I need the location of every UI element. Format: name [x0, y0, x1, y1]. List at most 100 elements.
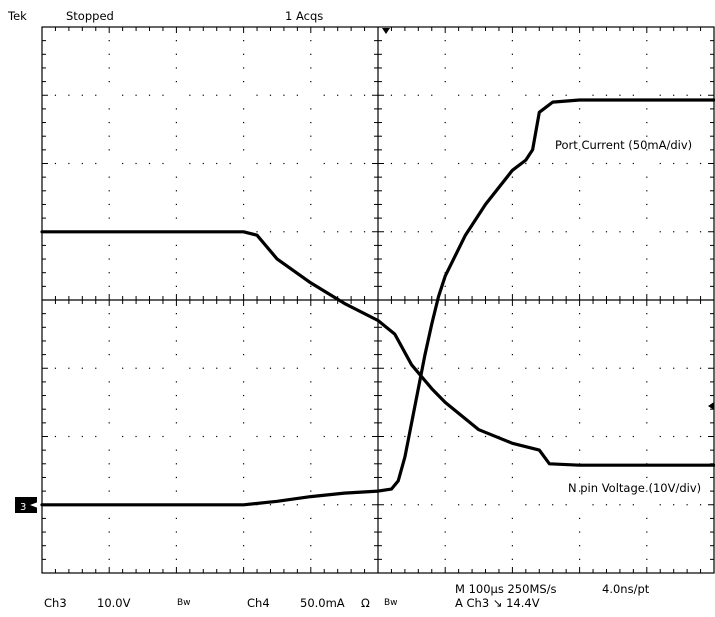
grid-dot	[108, 190, 110, 192]
grid-dot	[579, 340, 581, 342]
ch4-scale: 50.0mA	[300, 596, 345, 610]
grid-dot	[283, 367, 285, 369]
grid-dot	[95, 94, 97, 96]
grid-dot	[579, 53, 581, 55]
grid-dot	[189, 162, 191, 165]
grid-dot	[243, 149, 245, 151]
grid-dot	[525, 367, 527, 369]
grid-dot	[162, 162, 164, 165]
grid-dot	[511, 326, 513, 328]
grid-dot	[108, 326, 110, 328]
grid-dot	[579, 545, 581, 547]
grid-dot	[444, 490, 446, 492]
grid-dot	[619, 367, 621, 369]
grid-dot	[646, 381, 648, 383]
grid-dot	[243, 53, 245, 55]
trigger-setting: A Ch3 ↘ 14.4V	[455, 596, 540, 610]
grid-dot	[175, 313, 177, 315]
grid-dot	[54, 94, 57, 96]
grid-dot	[108, 121, 110, 124]
grid-dot	[310, 108, 312, 110]
grid-dot	[310, 531, 312, 533]
grid-dot	[108, 244, 110, 246]
grid-dot	[511, 354, 513, 356]
grid-dot	[431, 435, 433, 438]
grid-dot	[646, 354, 648, 356]
grid-dot	[444, 422, 446, 424]
grid-dot	[579, 313, 581, 315]
grid-dot	[68, 367, 70, 369]
grid-dot	[404, 162, 406, 165]
grid-dot	[659, 94, 661, 96]
grid-dot	[108, 285, 110, 287]
grid-dot	[498, 367, 500, 369]
grid-dot	[579, 354, 581, 356]
grid-dot	[390, 435, 393, 438]
grid-dot	[444, 217, 446, 219]
grid-dot	[646, 313, 648, 315]
grid-dot	[202, 367, 204, 369]
grid-dot	[269, 504, 272, 506]
grid-dot	[243, 463, 245, 465]
grid-dot	[350, 162, 352, 165]
grid-dot	[511, 408, 513, 410]
grid-dot	[525, 231, 527, 233]
grid-dot	[444, 135, 446, 137]
grid-dot	[565, 504, 567, 506]
grid-dot	[350, 94, 352, 96]
grid-dot	[243, 272, 245, 274]
grid-dot	[81, 435, 83, 438]
grid-dot	[444, 67, 446, 69]
grid-dot	[108, 558, 110, 560]
grid-dot	[175, 340, 177, 342]
grid-dot	[310, 53, 312, 55]
grid-dot	[390, 504, 393, 506]
grid-dot	[175, 394, 177, 397]
grid-dot	[511, 394, 513, 397]
grid-dot	[552, 231, 554, 233]
grid-dot	[646, 272, 648, 274]
grid-dot	[162, 367, 164, 369]
grid-dot	[511, 558, 513, 560]
grid-dot	[363, 94, 366, 96]
grid-dot	[699, 367, 702, 369]
grid-dot	[458, 94, 460, 96]
grid-dot	[175, 121, 177, 124]
grid-dot	[243, 81, 245, 83]
grid-dot	[592, 435, 594, 438]
grid-dot	[471, 94, 473, 96]
grid-dot	[431, 367, 433, 369]
grid-dot	[417, 231, 419, 233]
grid-dot	[686, 231, 688, 233]
grid-dot	[162, 435, 164, 438]
grid-dot	[108, 135, 110, 137]
grid-dot	[269, 94, 272, 96]
grid-dot	[646, 81, 648, 83]
grid-dot	[592, 367, 594, 369]
acquisition-count: 1 Acqs	[285, 9, 323, 23]
grid-dot	[632, 504, 634, 506]
grid-dot	[310, 408, 312, 410]
grid-dot	[686, 435, 688, 438]
grid-dot	[189, 435, 191, 438]
grid-dot	[579, 381, 581, 383]
grid-dot	[310, 149, 312, 151]
grid-dot	[646, 40, 648, 42]
grid-dot	[175, 558, 177, 560]
grid-dot	[579, 149, 581, 151]
grid-dot	[579, 558, 581, 560]
grid-dot	[108, 545, 110, 547]
grid-dot	[337, 231, 339, 233]
grid-dot	[579, 408, 581, 410]
grid-dot	[256, 231, 258, 233]
grid-dot	[592, 162, 594, 165]
grid-dot	[122, 94, 124, 96]
grid-dot	[108, 517, 110, 519]
grid-dot	[363, 231, 366, 233]
grid-dot	[579, 67, 581, 69]
grid-dot	[619, 94, 621, 96]
n-pin-voltage-trace	[40, 230, 715, 467]
grid-dot	[511, 340, 513, 342]
grid-dot	[646, 108, 648, 110]
grid-dot	[579, 285, 581, 287]
